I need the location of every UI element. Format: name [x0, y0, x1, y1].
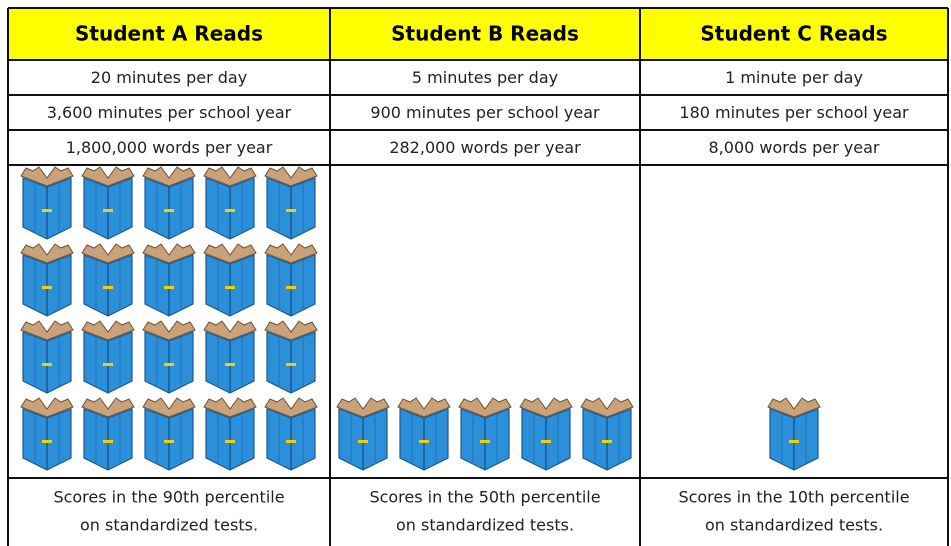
- book-icon: [21, 321, 73, 393]
- book-icon: [143, 321, 195, 393]
- cell-text: 282,000 words per year: [389, 138, 581, 157]
- book-icon: [459, 398, 511, 470]
- book-icon: [581, 398, 633, 470]
- book-icon: [82, 398, 134, 470]
- book-icon: [265, 244, 317, 316]
- column-header: Student A Reads: [75, 22, 263, 46]
- book-icon: [143, 167, 195, 239]
- book-icon: [204, 398, 256, 470]
- book-icon: [768, 398, 820, 470]
- cell-text: 5 minutes per day: [412, 68, 558, 87]
- book-icon: [398, 398, 450, 470]
- book-icon: [21, 167, 73, 239]
- cell-text: 20 minutes per day: [91, 68, 247, 87]
- book-icon: [204, 244, 256, 316]
- footer-text: Scores in the 10th percentile: [678, 488, 909, 507]
- book-icon: [143, 398, 195, 470]
- book-icon: [265, 398, 317, 470]
- cell-text: 900 minutes per school year: [370, 103, 600, 122]
- book-icon: [82, 244, 134, 316]
- footer-text: on standardized tests.: [396, 516, 574, 535]
- book-icon: [337, 398, 389, 470]
- footer-text: on standardized tests.: [705, 516, 883, 535]
- footer-text: on standardized tests.: [80, 516, 258, 535]
- book-icon: [204, 167, 256, 239]
- book-icon: [21, 244, 73, 316]
- page: Student A Reads 20 minutes per day 3,600 m…: [0, 0, 951, 546]
- column-header: Student B Reads: [391, 22, 579, 46]
- cell-text: 8,000 words per year: [709, 138, 880, 157]
- book-icon: [82, 167, 134, 239]
- book-icon: [520, 398, 572, 470]
- book-icon: [143, 244, 195, 316]
- book-icon: [265, 167, 317, 239]
- book-icon: [204, 321, 256, 393]
- footer-text: Scores in the 90th percentile: [53, 488, 284, 507]
- column-header: Student C Reads: [700, 22, 887, 46]
- cell-text: 3,600 minutes per school year: [47, 103, 292, 122]
- cell-text: 1,800,000 words per year: [66, 138, 273, 157]
- book-icon: [265, 321, 317, 393]
- book-icon: [21, 398, 73, 470]
- footer-text: Scores in the 50th percentile: [369, 488, 600, 507]
- cell-text: 1 minute per day: [725, 68, 863, 87]
- cell-text: 180 minutes per school year: [679, 103, 909, 122]
- book-icon: [82, 321, 134, 393]
